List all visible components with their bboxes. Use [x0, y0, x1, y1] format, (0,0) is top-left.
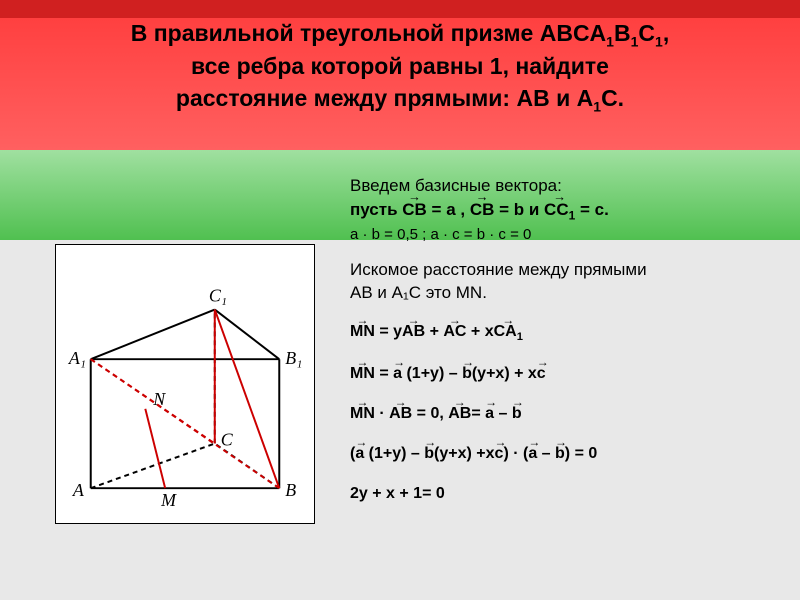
ca-sub: 1: [517, 331, 523, 343]
eq1-ab: AB: [402, 323, 425, 341]
eq1-r: = y: [375, 323, 402, 340]
title-s3: 1: [655, 34, 663, 50]
vec-cb: СВ: [402, 200, 427, 220]
eq4-b2: b: [555, 445, 565, 463]
t3-pre: расстояние между прямыми:: [176, 85, 517, 111]
eq1-mn: MN: [350, 323, 375, 341]
title-f2: B: [614, 20, 631, 46]
eq2-mn: MN: [350, 365, 375, 383]
eq1-p1: +: [425, 323, 443, 340]
title-s1: 1: [606, 34, 614, 50]
eq3-b: b: [512, 405, 522, 423]
eq4-b: b: [424, 445, 434, 463]
t3-c: С.: [601, 85, 624, 111]
vec-cc: СС1: [544, 200, 575, 222]
eq2-c: c: [537, 365, 546, 383]
eq4: (a (1+y) – b(y+x) +xc) · (a – b) = 0: [350, 445, 770, 463]
eq4-c: c: [495, 445, 504, 463]
title-line-3: расстояние между прямыми: АВ и А1С.: [40, 83, 760, 116]
figure-column: A B C A₁ B₁ C₁ M N: [0, 168, 340, 600]
eq3: MN · AB = 0, AB= a – b: [350, 405, 770, 423]
svg-text:N: N: [152, 389, 166, 409]
prism-figure: A B C A₁ B₁ C₁ M N: [55, 244, 315, 524]
seek2: АВ и А₁С это MN.: [350, 282, 770, 305]
eq4-p1: (1+y) –: [364, 445, 424, 462]
basis-line: пусть СВ = a , СВ = b и СС1 = c.: [350, 200, 770, 222]
title-line-1: В правильной треугольной призме ABCA1B1C…: [40, 18, 760, 51]
title-f3: C: [638, 20, 655, 46]
content-area: ABCA₁B₁C₁MN Введем базисные вектора: пус…: [0, 168, 800, 600]
eq2: MN = a (1+y) – b(y+x) + xc: [350, 365, 770, 383]
t3-a: А: [577, 85, 594, 111]
title-pre: В правильной треугольной призме: [131, 20, 540, 46]
t3-asub: 1: [593, 98, 601, 114]
title-f1: ABCA: [540, 20, 606, 46]
basis-a: = a ,: [427, 200, 470, 219]
title-line-2: все ребра которой равны 1, найдите: [40, 51, 760, 82]
svg-text:B: B: [285, 480, 296, 500]
title-post: ,: [663, 20, 669, 46]
eq3-mn: MN: [350, 405, 375, 423]
t3-and: и: [550, 85, 577, 111]
basis-b: = b и: [494, 200, 544, 219]
eq4-a2: a: [528, 445, 537, 463]
eq2-b: b: [462, 365, 472, 383]
t3-ab: АВ: [516, 85, 549, 111]
cc-sub: 1: [569, 208, 576, 222]
eq1-p2: + x: [466, 323, 493, 340]
eq3-ab: AB: [389, 405, 412, 423]
svg-text:B₁: B₁: [285, 348, 302, 368]
cc-txt: СС: [544, 200, 569, 219]
svg-text:A₁: A₁: [68, 348, 86, 368]
eq1-ac: AC: [443, 323, 466, 341]
eq1: MN = yAB + AC + xCA1: [350, 323, 770, 343]
eq3-eqab: =: [471, 405, 485, 422]
eq4-cl: ) · (: [503, 445, 528, 462]
eq2-a: a: [393, 365, 402, 383]
eq4-p2: (y+x) +x: [434, 445, 494, 462]
eq3-ab2: AB: [448, 405, 471, 423]
eq3-a: a: [485, 405, 494, 423]
svg-text:C: C: [221, 430, 234, 450]
eq2-p1: (1+y) –: [402, 365, 462, 382]
ca-txt: CA: [494, 323, 517, 340]
basis-c: = c.: [575, 200, 609, 219]
seek-text: Искомое расстояние между прямыми АВ и А₁…: [350, 259, 770, 305]
svg-text:M: M: [160, 490, 177, 510]
basis-pre: пусть: [350, 200, 402, 219]
vec-cb2: СВ: [470, 200, 495, 220]
eq4-e: ) = 0: [565, 445, 597, 462]
text-column: Введем базисные вектора: пусть СВ = a , …: [340, 168, 800, 600]
eq2-p2: (y+x) + x: [472, 365, 537, 382]
eq3-eq0: = 0,: [412, 405, 448, 422]
title-block: В правильной треугольной призме ABCA1B1C…: [40, 18, 760, 116]
eq1-ca: CA1: [494, 323, 523, 343]
svg-text:A: A: [72, 480, 84, 500]
eq2-eq: =: [375, 365, 393, 382]
eq4-a: a: [355, 445, 364, 463]
dot-product-eq: a · b = 0,5 ; a · c = b · c = 0: [350, 226, 770, 243]
svg-text:C₁: C₁: [209, 286, 227, 306]
eq3-dot: ·: [375, 405, 389, 422]
seek1: Искомое расстояние между прямыми: [350, 259, 770, 282]
eq5: 2y + x + 1= 0: [350, 485, 770, 503]
